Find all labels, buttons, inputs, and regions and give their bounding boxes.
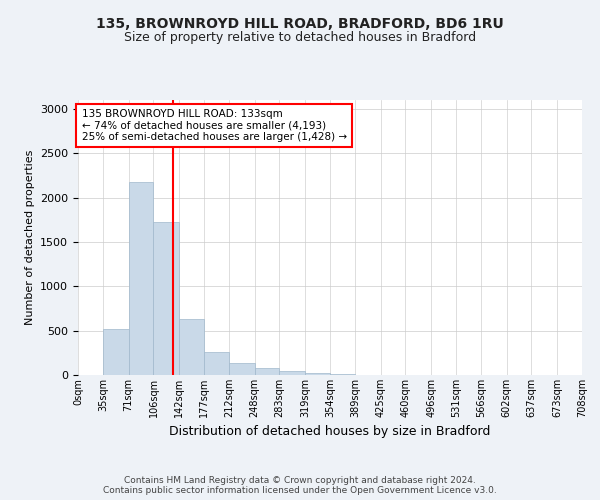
Text: 135, BROWNROYD HILL ROAD, BRADFORD, BD6 1RU: 135, BROWNROYD HILL ROAD, BRADFORD, BD6 … — [96, 18, 504, 32]
Bar — [280, 372, 305, 375]
Bar — [330, 374, 355, 375]
Bar — [204, 352, 229, 375]
Bar — [154, 222, 179, 375]
Y-axis label: Number of detached properties: Number of detached properties — [25, 150, 35, 325]
X-axis label: Distribution of detached houses by size in Bradford: Distribution of detached houses by size … — [169, 426, 491, 438]
Bar — [179, 319, 204, 375]
Text: Size of property relative to detached houses in Bradford: Size of property relative to detached ho… — [124, 31, 476, 44]
Bar — [128, 182, 154, 375]
Text: 135 BROWNROYD HILL ROAD: 133sqm
← 74% of detached houses are smaller (4,193)
25%: 135 BROWNROYD HILL ROAD: 133sqm ← 74% of… — [82, 109, 347, 142]
Text: Contains HM Land Registry data © Crown copyright and database right 2024.
Contai: Contains HM Land Registry data © Crown c… — [103, 476, 497, 495]
Bar — [254, 368, 280, 375]
Bar — [103, 329, 128, 375]
Bar — [305, 373, 330, 375]
Bar — [229, 362, 254, 375]
